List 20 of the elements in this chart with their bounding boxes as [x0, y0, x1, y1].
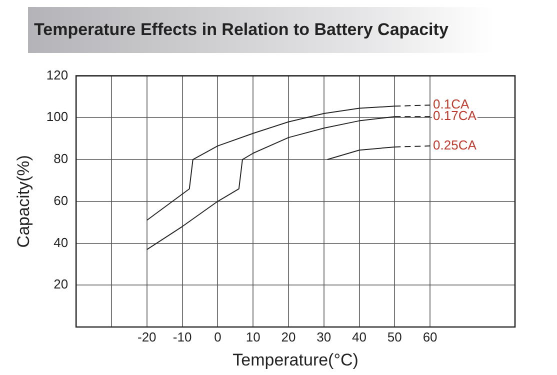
x-tick-label: 20: [281, 329, 296, 344]
y-axis-title: Capacity(%): [14, 155, 33, 248]
series-label: 0.17CA: [433, 108, 477, 124]
x-tick-label: 30: [316, 329, 332, 344]
y-tick-label: 20: [54, 276, 68, 292]
y-tick-label: 40: [54, 234, 68, 250]
y-tick-label: 120: [46, 67, 68, 82]
y-tick-label: 80: [54, 151, 68, 166]
x-tick-label: 40: [352, 329, 366, 344]
chart-title: Temperature Effects in Relation to Battery Capacity: [28, 7, 494, 53]
y-tick-label: 60: [54, 192, 68, 208]
x-tick-label: 50: [387, 329, 402, 344]
x-tick-label: 10: [246, 329, 260, 344]
x-tick-label: 0: [214, 329, 222, 344]
x-axis-title: Temperature(°C): [232, 350, 358, 370]
series-label: 0.25CA: [433, 138, 477, 153]
x-tick-label: 60: [422, 329, 438, 344]
x-tick-label: -20: [137, 329, 156, 344]
x-tick-label: -10: [172, 329, 192, 344]
y-tick-label: 100: [46, 109, 68, 124]
